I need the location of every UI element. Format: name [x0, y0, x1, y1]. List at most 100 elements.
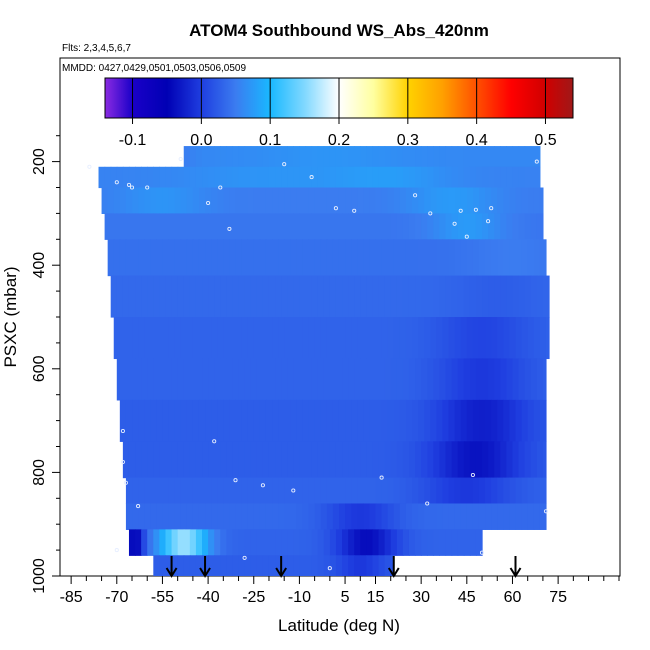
heatmap-cell	[427, 275, 434, 318]
heatmap-cell	[171, 529, 179, 556]
heatmap-cell	[412, 399, 419, 442]
heatmap-cell	[393, 187, 401, 214]
heatmap-cell	[229, 503, 237, 530]
heatmap-cell	[107, 239, 115, 277]
heatmap-cell	[290, 503, 297, 530]
dates-label: MMDD: 0427,0429,0501,0503,0506,0509	[62, 63, 246, 74]
heatmap-cell	[278, 239, 285, 277]
sample-point	[178, 156, 183, 162]
sample-point	[218, 185, 223, 190]
heatmap-cell	[223, 477, 231, 505]
heatmap-cell	[308, 477, 316, 505]
heatmap-cell	[390, 358, 398, 401]
heatmap-cell	[515, 239, 523, 277]
heatmap-cell	[524, 213, 532, 240]
heatmap-cell	[195, 358, 203, 401]
heatmap-cell	[384, 441, 392, 479]
heatmap-cell	[424, 239, 431, 277]
heatmap-cell	[518, 146, 526, 168]
heatmap-cell	[433, 358, 441, 401]
heatmap-cell	[494, 275, 501, 318]
sample-point	[212, 439, 217, 444]
heatmap-cell	[256, 441, 264, 479]
heatmap-cell	[384, 275, 392, 318]
heatmap-cell	[402, 166, 410, 189]
heatmap-cell	[348, 146, 355, 168]
heatmap-cell	[436, 239, 444, 277]
heatmap-cell	[253, 477, 261, 505]
heatmap-cell	[351, 187, 358, 214]
sample-point	[126, 182, 132, 187]
heatmap-cell	[488, 358, 495, 401]
heatmap-cell	[457, 529, 465, 556]
heatmap-cell	[442, 317, 450, 360]
heatmap-cell	[290, 477, 297, 505]
heatmap-cell	[338, 239, 346, 277]
heatmap-cell	[220, 166, 227, 189]
heatmap-cell	[329, 529, 337, 556]
heatmap-cell	[390, 146, 398, 168]
heatmap-cell	[408, 213, 416, 240]
sample-point	[309, 175, 314, 180]
heatmap-cell	[223, 239, 231, 277]
heatmap-cell	[311, 555, 319, 576]
heatmap-cell	[503, 187, 511, 214]
heatmap-cell	[183, 275, 191, 318]
heatmap-cell	[482, 146, 489, 168]
heatmap-cell	[500, 166, 507, 189]
heatmap-cell	[366, 146, 374, 168]
heatmap-cell	[485, 317, 492, 360]
heatmap-cell	[329, 358, 337, 401]
heatmap-cell	[153, 529, 160, 556]
heatmap-cell	[439, 529, 447, 556]
heatmap-cell	[320, 239, 328, 277]
heatmap-cell	[527, 239, 535, 277]
heatmap-cell	[171, 275, 179, 318]
heatmap-cell	[275, 146, 282, 168]
x-tick-label: -40	[197, 589, 220, 606]
heatmap-cell	[408, 441, 416, 479]
heatmap-cell	[250, 166, 258, 189]
heatmap-cell	[198, 317, 206, 360]
heatmap-cell	[235, 503, 243, 530]
heatmap-cell	[235, 187, 243, 214]
heatmap-cell	[381, 399, 389, 442]
heatmap-cell	[451, 166, 459, 189]
heatmap-cell	[323, 555, 331, 576]
colorbar-tick-label: -0.1	[119, 132, 147, 149]
heatmap-cell	[326, 239, 334, 277]
heatmap-cell	[290, 399, 297, 442]
heatmap-cell	[205, 503, 212, 530]
heatmap-cell	[463, 166, 471, 189]
heatmap-cell	[497, 399, 504, 442]
heatmap-cell	[305, 213, 313, 240]
heatmap-cell	[393, 477, 401, 505]
heatmap-cell	[238, 146, 246, 168]
heatmap-cell	[159, 441, 167, 479]
heatmap-cell	[186, 477, 194, 505]
heatmap-cell	[144, 477, 151, 505]
heatmap-cell	[232, 555, 240, 576]
heatmap-cell	[275, 529, 282, 556]
heatmap-cell	[405, 317, 413, 360]
heatmap-cell	[326, 477, 334, 505]
heatmap-cell	[363, 317, 371, 360]
heatmap-cell	[512, 213, 520, 240]
heatmap-cell	[466, 187, 474, 214]
heatmap-cell	[202, 213, 209, 240]
heatmap-cell	[363, 399, 371, 442]
heatmap-cell	[244, 166, 252, 189]
heatmap-cell	[463, 441, 471, 479]
heatmap-cell	[125, 477, 133, 505]
heatmap-cell	[208, 275, 215, 318]
heatmap-cell	[457, 358, 465, 401]
heatmap-cell	[238, 213, 246, 240]
heatmap-cell	[244, 529, 252, 556]
heatmap-cell	[192, 477, 200, 505]
heatmap-cell	[159, 529, 167, 556]
heatmap-cell	[165, 441, 173, 479]
heatmap-cell	[378, 555, 386, 576]
heatmap-cell	[439, 275, 447, 318]
heatmap-cell	[381, 239, 389, 277]
heatmap-cell	[424, 503, 431, 530]
